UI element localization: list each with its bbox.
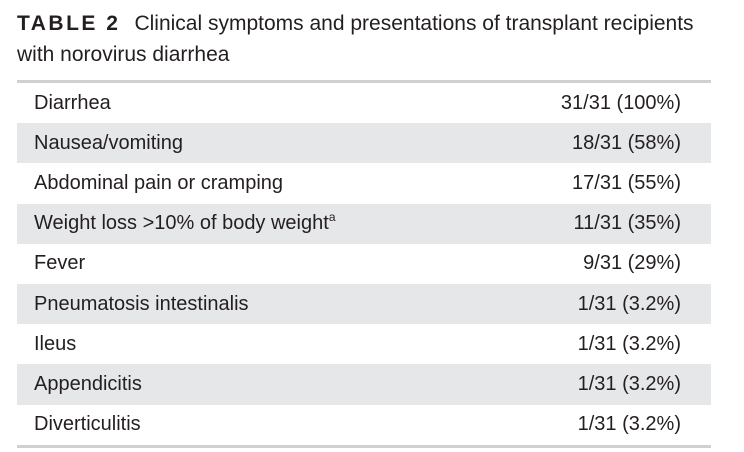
count-cell: 9/31 (29%)	[583, 252, 681, 275]
table-row: Diverticulitis 1/31 (3.2%)	[17, 405, 711, 445]
table-caption: TABLE 2 Clinical symptoms and presentatio…	[17, 8, 727, 70]
count-cell: 18/31 (58%)	[572, 131, 681, 154]
symptom-cell: Ileus	[34, 332, 77, 355]
count-cell: 17/31 (55%)	[572, 171, 681, 194]
table-row: Appendicitis 1/31 (3.2%)	[17, 364, 711, 405]
count-cell: 1/31 (3.2%)	[577, 372, 681, 395]
symptoms-table: Diarrhea 31/31 (100%) Nausea/vomiting 18…	[17, 80, 711, 448]
symptom-cell: Diarrhea	[34, 91, 111, 114]
table-row: Nausea/vomiting 18/31 (58%)	[17, 123, 711, 164]
count-cell: 1/31 (3.2%)	[577, 413, 681, 436]
count-cell: 1/31 (3.2%)	[577, 292, 681, 315]
symptom-cell: Abdominal pain or cramping	[34, 171, 284, 194]
symptom-cell: Nausea/vomiting	[34, 131, 183, 154]
table-title: Clinical symptoms and presentations of t…	[17, 12, 694, 66]
count-cell: 1/31 (3.2%)	[577, 332, 681, 355]
table-row: Fever 9/31 (29%)	[17, 244, 711, 284]
table-row: Abdominal pain or cramping 17/31 (55%)	[17, 163, 711, 203]
count-cell: 31/31 (100%)	[560, 91, 681, 114]
footnote-marker: a	[328, 210, 336, 225]
table-label: TABLE 2	[17, 12, 121, 35]
table-row: Weight loss >10% of body weighta 11/31 (…	[17, 203, 711, 244]
count-cell: 11/31 (35%)	[573, 212, 681, 235]
table-row: Pneumatosis intestinalis 1/31 (3.2%)	[17, 283, 711, 325]
symptom-cell: Appendicitis	[34, 372, 142, 395]
table-row: Ileus 1/31 (3.2%)	[17, 324, 711, 364]
symptom-cell: Weight loss >10% of body weighta	[34, 210, 336, 235]
symptom-cell: Fever	[34, 252, 86, 275]
symptom-cell: Pneumatosis intestinalis	[34, 292, 249, 315]
symptom-cell: Diverticulitis	[34, 413, 141, 436]
table-row: Diarrhea 31/31 (100%)	[17, 83, 711, 123]
